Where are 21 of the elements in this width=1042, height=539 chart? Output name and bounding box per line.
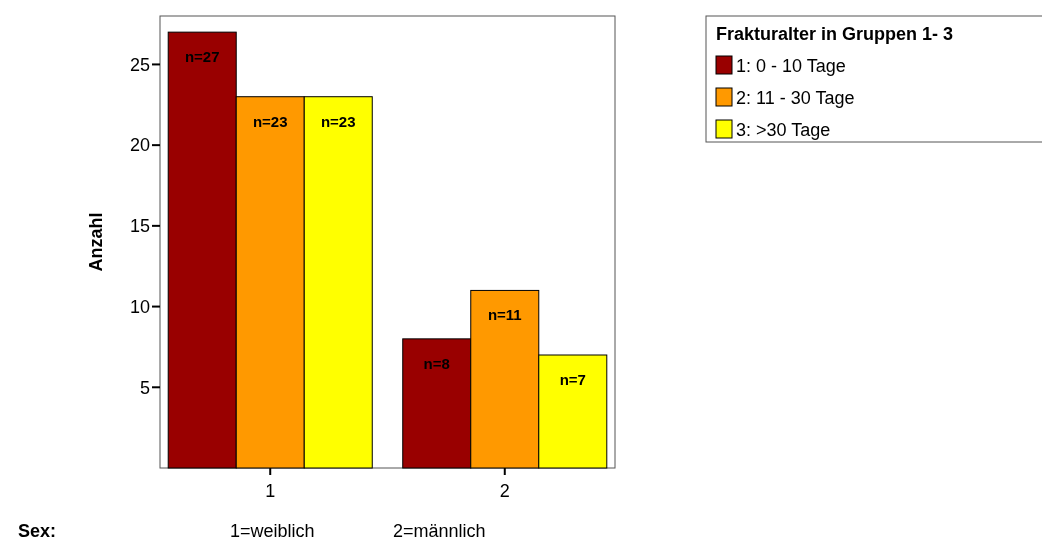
text: 1=weiblich <box>230 521 315 539</box>
legend-label: 3: >30 Tage <box>736 120 831 140</box>
data-label: n=8 <box>423 354 450 372</box>
y-tick-label: 5 <box>139 377 150 398</box>
legend-label: 1: 0 - 10 Tage <box>736 56 846 76</box>
x-tick-label: 1 <box>265 481 276 501</box>
data-label: n=23 <box>320 112 356 130</box>
text: Sex: <box>18 521 57 539</box>
data-label: n=23 <box>252 112 288 130</box>
data-label: n=11 <box>487 306 522 324</box>
y-tick-label: 25 <box>129 54 150 75</box>
data-label: n=27 <box>184 48 220 66</box>
y-tick-label: 15 <box>129 216 150 237</box>
y-axis-title: Anzahl <box>86 212 106 272</box>
data-label: n=7 <box>559 371 586 388</box>
y-tick-label: 20 <box>129 135 150 156</box>
legend-label: 2: 11 - 30 Tage <box>736 88 855 108</box>
x-tick-label: 2 <box>499 481 510 501</box>
y-tick-label: 10 <box>129 296 150 317</box>
legend-title: Frakturalter in Gruppen 1- 3 <box>716 24 954 44</box>
text: 2=männlich <box>393 521 486 539</box>
